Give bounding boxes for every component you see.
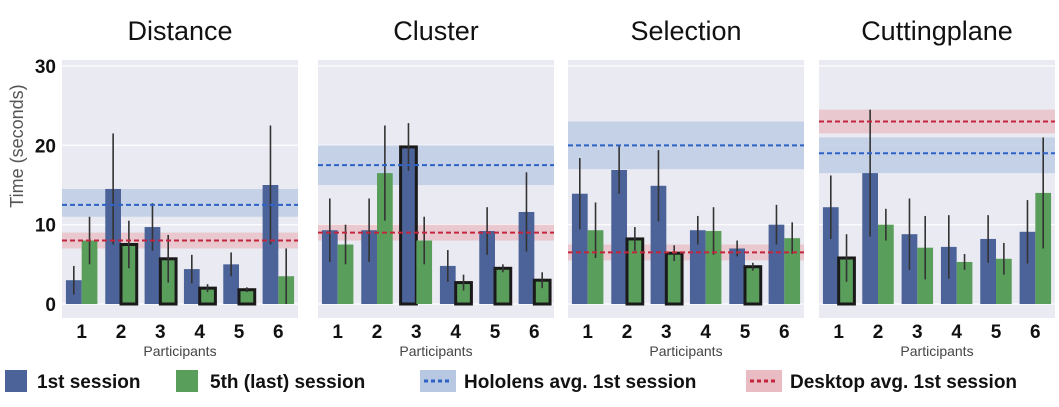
bar-session1 <box>439 265 456 304</box>
x-tick-label: 1 <box>582 322 593 343</box>
bar-session5 <box>956 261 973 304</box>
bar-session1 <box>223 264 239 304</box>
x-tick-label: 3 <box>411 322 422 343</box>
bar-session1 <box>361 230 377 304</box>
x-tick-label: 1 <box>76 322 87 343</box>
hololens-band <box>819 137 1055 174</box>
chart-panel-selection: Selection 1 2 3 4 5 6 Participants <box>568 16 804 359</box>
y-tick-label: 20 <box>35 136 56 157</box>
bar-session1 <box>611 169 627 304</box>
x-tick-label: 2 <box>116 322 127 343</box>
bar-session1 <box>183 269 200 304</box>
chart-panel-distance: Distance 1 2 3 4 5 6 Participants <box>62 16 298 359</box>
chart-title: Cuttingplane <box>861 16 1013 46</box>
bar-session1 <box>571 193 588 304</box>
bar-session1 <box>1019 231 1036 304</box>
chart-panel-cluster: Cluster 1 2 3 4 5 6 Participants <box>318 16 554 359</box>
legend-swatch-session1 <box>5 370 27 392</box>
x-axis-label: Participants <box>649 343 722 359</box>
x-tick-label: 4 <box>194 322 205 343</box>
plot-background <box>819 60 1055 318</box>
bar-session5 <box>377 173 393 304</box>
bar-session1 <box>862 173 878 304</box>
x-tick-label: 2 <box>372 322 383 343</box>
bar-session5 <box>493 266 513 306</box>
legend-label-desktop: Desktop avg. 1st session <box>790 372 1017 393</box>
chart-title: Selection <box>630 16 741 46</box>
x-axis-label: Participants <box>143 343 216 359</box>
bar-session5 <box>705 231 722 304</box>
legend: 1st session 5th (last) session Hololens … <box>5 370 1017 393</box>
y-tick-label: 10 <box>35 216 56 237</box>
bar-session1 <box>321 230 338 304</box>
bar-session1 <box>689 230 706 304</box>
x-tick-label: 1 <box>332 322 343 343</box>
x-tick-label: 2 <box>873 322 884 343</box>
bar-session5 <box>337 244 354 304</box>
x-tick-label: 2 <box>622 322 633 343</box>
bar-session5 <box>996 258 1012 304</box>
bar-session1 <box>518 211 535 304</box>
x-axis-label: Participants <box>399 343 472 359</box>
x-tick-label: 1 <box>833 322 844 343</box>
legend-label-session5: 5th (last) session <box>210 372 365 393</box>
bar-session1 <box>822 207 839 304</box>
bar-session1 <box>768 224 785 304</box>
bar-session5 <box>1035 192 1052 304</box>
legend-swatch-session5 <box>176 370 198 392</box>
bar-session5 <box>416 240 433 304</box>
x-tick-label: 3 <box>661 322 672 343</box>
bar-session5 <box>743 265 763 306</box>
x-tick-label: 6 <box>779 322 790 343</box>
legend-label-hololens: Hololens avg. 1st session <box>464 372 696 393</box>
x-tick-label: 6 <box>273 322 284 343</box>
hololens-band <box>62 188 298 217</box>
y-tick-label: 0 <box>45 295 56 316</box>
x-tick-label: 3 <box>912 322 923 343</box>
x-tick-label: 4 <box>450 322 461 343</box>
chart-title: Distance <box>127 16 232 46</box>
bar-session1 <box>980 238 996 304</box>
x-tick-label: 5 <box>740 322 751 343</box>
y-axis-label: Time (seconds) <box>7 84 27 207</box>
x-tick-label: 4 <box>951 322 962 343</box>
plot-background <box>568 60 804 318</box>
x-tick-label: 4 <box>700 322 711 343</box>
x-axis-label: Participants <box>900 343 973 359</box>
bar-session5 <box>587 230 604 304</box>
bar-session1 <box>144 227 161 304</box>
x-tick-label: 5 <box>490 322 501 343</box>
chart-title: Cluster <box>393 16 479 46</box>
y-axis-ticks: 0 10 20 30 <box>35 57 56 316</box>
bar-session5 <box>784 238 801 304</box>
bar-session5 <box>81 240 98 304</box>
bar-session1 <box>105 188 121 304</box>
x-tick-label: 5 <box>234 322 245 343</box>
x-tick-label: 3 <box>155 322 166 343</box>
y-tick-label: 30 <box>35 57 56 78</box>
chart-panels: Distance 1 2 3 4 5 6 Participants Cluster 1 2 3 4 5 6 P… <box>62 16 1055 359</box>
chart-panel-cuttingplane: Cuttingplane 1 2 3 4 5 6 Participants <box>819 16 1055 359</box>
x-tick-label: 6 <box>1030 322 1041 343</box>
bar-session1 <box>479 231 495 304</box>
bar-session1 <box>650 185 667 304</box>
bar-session5 <box>878 224 894 304</box>
bar-session1 <box>729 248 745 304</box>
plot-background <box>318 60 554 318</box>
x-tick-label: 5 <box>991 322 1002 343</box>
legend-label-session1: 1st session <box>37 372 141 393</box>
desktop-band <box>819 109 1055 134</box>
x-tick-label: 6 <box>529 322 540 343</box>
